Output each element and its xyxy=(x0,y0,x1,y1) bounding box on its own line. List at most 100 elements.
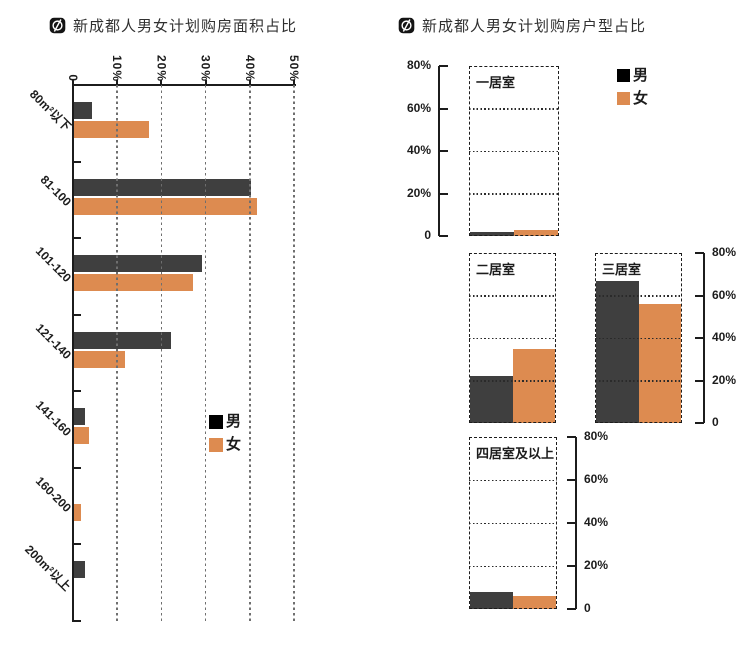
bar-female xyxy=(74,121,150,138)
category-tick xyxy=(73,313,81,316)
y-tick-label: 0 xyxy=(424,228,431,242)
bar-male xyxy=(74,102,92,119)
bar-male xyxy=(74,255,203,273)
brand-logo-icon xyxy=(49,17,66,34)
bar-female xyxy=(74,427,90,445)
y-tick-label: 80% xyxy=(584,429,609,443)
y-tick-label: 60% xyxy=(406,100,431,115)
gridline xyxy=(595,380,682,382)
legend-female-swatch xyxy=(209,437,223,452)
y-axis-tick xyxy=(567,479,576,481)
subplot-box xyxy=(469,253,556,423)
y-axis-tick xyxy=(567,522,576,524)
bar-female xyxy=(638,304,681,423)
category-tick xyxy=(73,390,81,393)
y-axis-line xyxy=(575,437,577,609)
right-chart-header: 新成都人男女计划购房户型占比 xyxy=(398,15,646,36)
y-tick-label: 20% xyxy=(712,372,737,387)
y-tick-label: 40% xyxy=(712,330,737,344)
y-axis-tick xyxy=(439,107,448,110)
legend-female-label: 女 xyxy=(226,436,242,453)
y-axis-tick xyxy=(439,192,448,195)
bar-female xyxy=(512,348,555,423)
y-tick-label: 40% xyxy=(406,143,431,157)
legend-item-female: 女 xyxy=(617,91,648,106)
bar-female xyxy=(74,503,81,521)
gridline xyxy=(595,295,682,297)
right-chart-legend: 男 女 xyxy=(617,68,648,106)
bar-male xyxy=(74,408,86,426)
x-axis-tick xyxy=(72,80,74,85)
left-chart-title: 新成都人男女计划购房面积占比 xyxy=(73,18,298,35)
bar-male xyxy=(74,561,86,579)
subplot-title: 二居室 xyxy=(476,262,516,277)
subplot-title: 一居室 xyxy=(476,75,516,90)
gridline xyxy=(469,380,556,382)
x-tick-label: 30% xyxy=(198,54,213,82)
y-axis-tick xyxy=(567,436,576,438)
bar-male xyxy=(470,591,513,609)
legend-female-label: 女 xyxy=(633,90,649,107)
gridline xyxy=(116,85,118,621)
legend-item-female: 女 xyxy=(209,437,241,452)
left-chart-legend: 男 女 xyxy=(209,414,241,452)
x-tick-label: 40% xyxy=(242,54,257,82)
x-tick-label: 50% xyxy=(287,54,301,82)
subplot-title: 三居室 xyxy=(602,262,642,277)
bar-female xyxy=(514,229,558,236)
subplot-box xyxy=(469,437,557,609)
y-axis-tick xyxy=(695,294,704,297)
y-tick-label: 0 xyxy=(584,601,591,615)
y-tick-label: 20% xyxy=(406,185,431,200)
subplot-box xyxy=(469,66,559,236)
x-axis-tick xyxy=(116,80,119,85)
y-tick-label: 20% xyxy=(584,558,609,572)
legend-male-swatch xyxy=(209,414,223,429)
y-tick-label: 60% xyxy=(584,472,609,486)
gridline xyxy=(469,108,559,110)
subplot-box xyxy=(595,253,682,423)
bar-female xyxy=(74,274,194,292)
legend-male-swatch xyxy=(617,69,630,82)
x-tick-label: 20% xyxy=(154,54,169,82)
bar-male xyxy=(470,376,513,423)
gridline xyxy=(469,193,559,195)
gridline xyxy=(160,85,163,621)
gridline xyxy=(469,150,559,152)
x-axis-tick xyxy=(293,80,295,85)
x-axis-tick xyxy=(204,80,207,85)
left-chart-header: 新成都人男女计划购房面积占比 xyxy=(49,15,297,36)
category-tick xyxy=(73,543,81,546)
y-axis-tick xyxy=(567,608,576,610)
y-axis-tick xyxy=(439,235,448,237)
gridline xyxy=(293,85,295,621)
y-axis-tick xyxy=(695,337,704,339)
gridline xyxy=(469,565,557,567)
x-axis-tick xyxy=(248,80,251,85)
bar-female xyxy=(74,350,125,368)
category-tick xyxy=(73,237,81,240)
gridline xyxy=(469,522,557,524)
legend-female-swatch xyxy=(617,92,630,105)
y-tick-label: 80% xyxy=(406,58,431,72)
x-tick-label: 0 xyxy=(66,74,80,82)
legend-item-male: 男 xyxy=(209,414,241,429)
subplot-title: 四居室及以上 xyxy=(476,446,555,461)
legend-male-label: 男 xyxy=(226,413,242,430)
y-tick-label: 0 xyxy=(712,415,719,429)
y-axis-tick xyxy=(439,150,448,152)
y-axis-tick xyxy=(695,379,704,382)
bar-male xyxy=(74,331,172,349)
gridline xyxy=(469,337,556,339)
category-tick xyxy=(73,466,81,469)
bar-male xyxy=(470,231,514,236)
category-tick xyxy=(73,620,81,622)
category-tick xyxy=(73,160,81,163)
y-tick-label: 40% xyxy=(584,515,609,529)
bar-female xyxy=(74,197,258,215)
bar-female xyxy=(513,596,556,609)
gridline xyxy=(249,85,251,621)
